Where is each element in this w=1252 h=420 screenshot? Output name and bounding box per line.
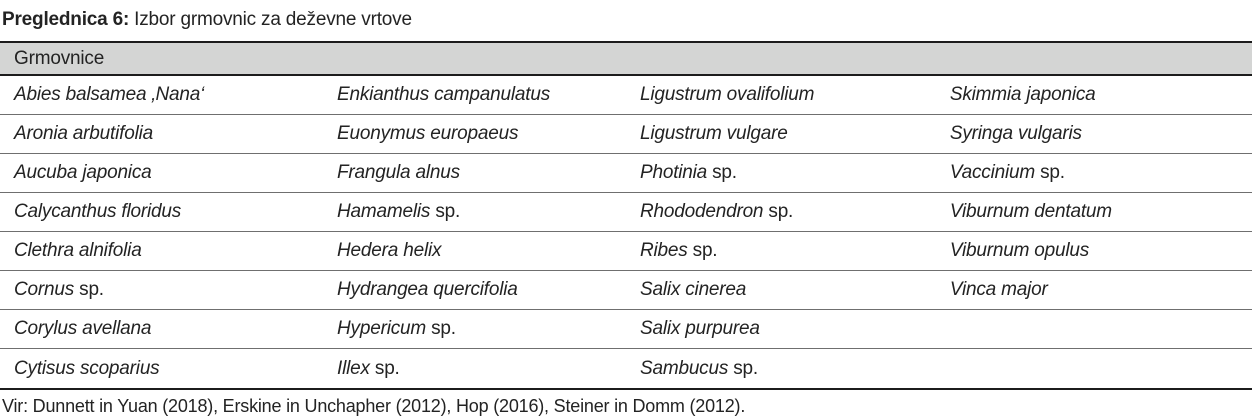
- table-cell: Salix purpurea: [626, 310, 936, 348]
- table-cell: Aucuba japonica: [0, 154, 323, 192]
- plant-latin-name: Skimmia japonica: [949, 84, 1096, 105]
- source-line: Vir: Dunnett in Yuan (2018), Erskine in …: [2, 396, 746, 416]
- plant-name-suffix: sp.: [426, 318, 456, 339]
- plant-latin-name: Salix purpurea: [639, 318, 760, 339]
- table-cell: Ribes sp.: [626, 232, 936, 270]
- shrub-table: Grmovnice Abies balsamea ‚Nana‘ Enkianthu…: [0, 41, 1252, 390]
- plant-latin-name: Vinca major: [949, 279, 1048, 300]
- plant-latin-name: Corylus avellana: [14, 318, 152, 339]
- plant-name-suffix: sp.: [74, 279, 104, 300]
- table-cell: Illex sp.: [323, 349, 626, 388]
- table-cell: Salix cinerea: [626, 271, 936, 309]
- table-cell: Sambucus sp.: [626, 349, 936, 388]
- table-row: Abies balsamea ‚Nana‘ Enkianthus campanul…: [0, 76, 1252, 115]
- table-cell: Skimmia japonica: [936, 76, 1252, 114]
- table-cell: Cornus sp.: [0, 271, 323, 309]
- table-cell: Viburnum opulus: [936, 232, 1252, 270]
- plant-latin-name: Calycanthus floridus: [14, 201, 182, 222]
- table-cell: [936, 349, 1252, 388]
- table-header-label: Grmovnice: [14, 47, 105, 69]
- table-row: Cornus sp. Hydrangea quercifolia Salix cin…: [0, 271, 1252, 310]
- table-cell: Rhododendron sp.: [626, 193, 936, 231]
- table-cell: Calycanthus floridus: [0, 193, 323, 231]
- plant-latin-name: Enkianthus campanulatus: [337, 84, 550, 105]
- plant-latin-name: Euonymus europaeus: [337, 123, 519, 144]
- plant-latin-name: Cornus: [14, 279, 75, 300]
- table-caption-text: Izbor grmovnic za deževne vrtove: [129, 9, 412, 30]
- table-row: Cytisus scoparius Illex sp. Sambucus sp.: [0, 349, 1252, 388]
- table-header-row: Grmovnice: [0, 43, 1252, 76]
- table-caption-number: Preglednica 6:: [2, 9, 130, 30]
- table-cell: Hydrangea quercifolia: [323, 271, 626, 309]
- plant-latin-name: Hedera helix: [337, 240, 442, 261]
- table-row: Clethra alnifolia Hedera helix Ribes sp. Vi…: [0, 232, 1252, 271]
- plant-latin-name: Ligustrum ovalifolium: [639, 84, 815, 105]
- table-cell: Abies balsamea ‚Nana‘: [0, 76, 323, 114]
- plant-latin-name: Aucuba japonica: [14, 162, 152, 183]
- table-cell: Ligustrum vulgare: [626, 115, 936, 153]
- plant-latin-name: Frangula alnus: [337, 162, 460, 183]
- table-row: Aucuba japonica Frangula alnus Photinia sp…: [0, 154, 1252, 193]
- table-caption: Preglednica 6: Izbor grmovnic za deževne…: [0, 6, 1252, 32]
- plant-latin-name: Salix cinerea: [639, 279, 747, 300]
- plant-latin-name: Viburnum dentatum: [949, 201, 1112, 222]
- plant-name-suffix: sp.: [728, 357, 758, 379]
- plant-name-suffix: sp.: [763, 201, 794, 222]
- table-cell: Frangula alnus: [323, 154, 626, 192]
- table-cell: Corylus avellana: [0, 310, 323, 348]
- table-cell: Hypericum sp.: [323, 310, 626, 348]
- table-row: Aronia arbutifolia Euonymus europaeus Ligu…: [0, 115, 1252, 154]
- plant-latin-name: Photinia: [639, 162, 708, 183]
- plant-latin-name: Rhododendron: [639, 201, 764, 222]
- plant-latin-name: Viburnum opulus: [949, 240, 1090, 261]
- table-cell: Enkianthus campanulatus: [323, 76, 626, 114]
- plant-latin-name: Abies balsamea ‚Nana‘: [14, 84, 205, 105]
- table-cell: Vinca major: [936, 271, 1252, 309]
- plant-latin-name: Ribes: [639, 240, 688, 261]
- plant-latin-name: Illex: [337, 357, 370, 379]
- plant-latin-name: Ligustrum vulgare: [639, 123, 788, 144]
- plant-name-suffix: sp.: [707, 162, 737, 183]
- table-cell: Aronia arbutifolia: [0, 115, 323, 153]
- plant-latin-name: Hypericum: [337, 318, 427, 339]
- table-row: Calycanthus floridus Hamamelis sp. Rhodode…: [0, 193, 1252, 232]
- table-row: Corylus avellana Hypericum sp. Salix purpu…: [0, 310, 1252, 349]
- table-cell: Hamamelis sp.: [323, 193, 626, 231]
- shrub-table-body: Abies balsamea ‚Nana‘ Enkianthus campanul…: [0, 76, 1252, 388]
- plant-name-suffix: sp.: [1034, 162, 1065, 183]
- plant-latin-name: Sambucus: [639, 357, 729, 379]
- plant-latin-name: Clethra alnifolia: [14, 240, 142, 261]
- plant-latin-name: Hydrangea quercifolia: [337, 279, 518, 300]
- table-cell: Syringa vulgaris: [936, 115, 1252, 153]
- table-cell: Clethra alnifolia: [0, 232, 323, 270]
- table-cell: Photinia sp.: [626, 154, 936, 192]
- plant-latin-name: Cytisus scoparius: [14, 357, 160, 379]
- plant-name-suffix: sp.: [687, 240, 718, 261]
- plant-latin-name: Aronia arbutifolia: [14, 123, 153, 144]
- plant-latin-name: Syringa vulgaris: [949, 123, 1082, 144]
- table-cell: [936, 310, 1252, 348]
- table-cell: Ligustrum ovalifolium: [626, 76, 936, 114]
- table-cell: Vaccinium sp.: [936, 154, 1252, 192]
- table-cell: Euonymus europaeus: [323, 115, 626, 153]
- plant-name-suffix: sp.: [369, 357, 400, 379]
- table-cell: Hedera helix: [323, 232, 626, 270]
- plant-latin-name: Hamamelis: [337, 201, 431, 222]
- plant-name-suffix: sp.: [430, 201, 461, 222]
- plant-latin-name: Vaccinium: [949, 162, 1035, 183]
- table-cell: Viburnum dentatum: [936, 193, 1252, 231]
- table-cell: Cytisus scoparius: [0, 349, 323, 388]
